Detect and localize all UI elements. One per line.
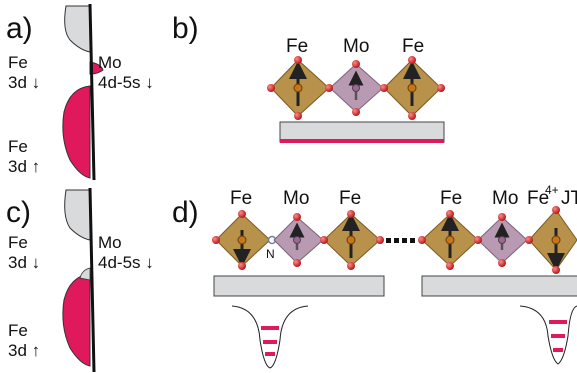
fe-octahedron-b-left xyxy=(270,59,330,117)
n-label: N xyxy=(266,247,275,261)
atom-label-d-right-2: Fe xyxy=(527,188,549,209)
fe-octahedron-d-left-1 xyxy=(215,213,271,267)
fe-3d-up-dos-c xyxy=(62,273,91,367)
fermi-axis xyxy=(88,3,96,181)
chain-continuation-dots xyxy=(386,238,415,243)
panel-a-label: a) xyxy=(6,12,33,45)
fe-label-a-down: Fe xyxy=(8,53,28,72)
oxygen-atoms-b xyxy=(267,56,445,120)
oxygen-atoms-d-right xyxy=(418,206,560,274)
panel-b: b) Fe Mo Fe xyxy=(172,12,445,143)
mo-octahedron-d-right xyxy=(477,216,528,264)
fe-3d-up-label-a: 3d ↑ xyxy=(8,157,40,176)
substrate-d-left xyxy=(213,275,385,297)
mo-4d5s-label-c: 4d-5s ↓ xyxy=(98,253,154,272)
fe-octahedron-b-right xyxy=(383,59,442,117)
panel-c: c) Fe 3d ↓ Mo 4d-5s ↓ Fe 3d ↑ xyxy=(6,187,154,373)
atom-label-d-left-2: Fe xyxy=(339,188,361,209)
mo-octahedron-d-left xyxy=(273,216,324,264)
panel-d-label: d) xyxy=(172,196,199,229)
fe-3d-down-dos xyxy=(64,5,91,53)
fe-3d-up-dos xyxy=(62,85,91,179)
fe-3d-down-label-a: 3d ↓ xyxy=(8,73,40,92)
panel-a: a) Fe 3d ↓ Mo 4d-5s ↓ Fe 3d ↑ xyxy=(6,3,154,181)
fe-octahedron-d-left-2 xyxy=(323,213,381,267)
mo-label-a: Mo xyxy=(98,53,122,72)
oxygen-atoms-d-left xyxy=(212,210,384,270)
fe-3d-up-label-c: 3d ↑ xyxy=(8,341,40,360)
atom-label-d-left-1: Mo xyxy=(283,188,309,209)
potential-well-left xyxy=(231,305,309,369)
atom-label-b-0: Fe xyxy=(286,36,308,57)
atom-label-b-1: Mo xyxy=(343,36,369,57)
fe-3d-down-dos-c xyxy=(64,189,91,241)
mo-4d5s-label-a: 4d-5s ↓ xyxy=(98,73,154,92)
fermi-axis-c xyxy=(88,187,96,373)
fe-octahedron-d-right-2-jt xyxy=(528,209,577,271)
mo-label-c: Mo xyxy=(98,233,122,252)
fe-3d-down-label-c: 3d ↓ xyxy=(8,253,40,272)
atom-label-d-right-1: Mo xyxy=(492,188,518,209)
interface-layer-b xyxy=(280,139,444,143)
fe-octahedron-d-right-1 xyxy=(421,213,479,267)
mo-octahedron-b xyxy=(329,63,384,113)
panel-b-label: b) xyxy=(172,12,199,45)
substrate-d-right xyxy=(421,275,577,297)
fe-label-c-up: Fe xyxy=(8,321,28,340)
atom-label-d-left-0: Fe xyxy=(230,188,252,209)
fe4-superscript: 4+ xyxy=(545,183,559,197)
fe-3d-up-shoulder-c xyxy=(79,267,91,281)
panel-d: d) Fe Mo Fe Fe Mo Fe 4+ JT N xyxy=(172,183,577,369)
jt-label: JT xyxy=(561,188,577,209)
potential-well-right xyxy=(519,305,577,365)
panel-c-label: c) xyxy=(6,196,31,229)
fe-label-a-up: Fe xyxy=(8,137,28,156)
atom-label-b-2: Fe xyxy=(402,36,424,57)
atom-label-d-right-0: Fe xyxy=(440,188,462,209)
fe-label-c-down: Fe xyxy=(8,233,28,252)
